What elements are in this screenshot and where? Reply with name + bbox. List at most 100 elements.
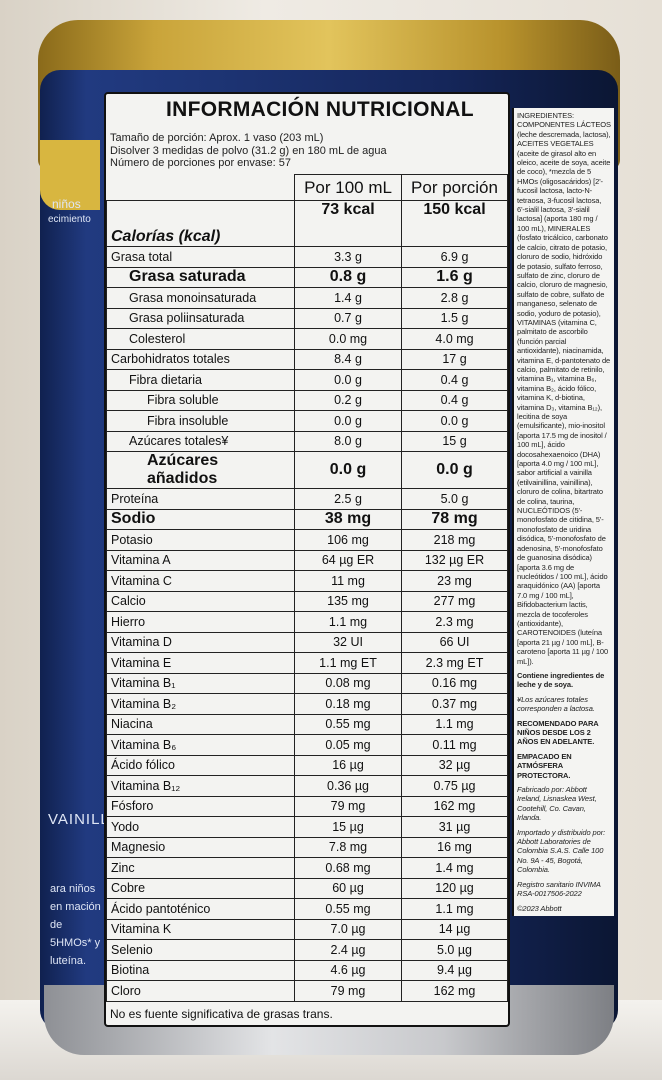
- nutrient-row: Hierro 1.1 mg 2.3 mg: [106, 611, 508, 633]
- nutrient-row: Azúcares añadidos 0.0 g 0.0 g: [106, 451, 508, 489]
- nutrient-row: Yodo 15 µg 31 µg: [106, 816, 508, 838]
- nutrient-per-100ml: 7.8 mg: [293, 836, 403, 858]
- nutrient-per-100ml: 1.1 mg ET: [293, 652, 403, 674]
- nutrient-name: Ácido pantoténico: [106, 898, 295, 920]
- nutrient-name: Vitamina A: [106, 549, 295, 571]
- copyright: ©2023 Abbott: [517, 903, 562, 913]
- nutrient-per-portion: 15 g: [401, 430, 508, 452]
- nutrient-per-portion: 78 mg: [401, 508, 508, 530]
- nutrient-name: Azúcares añadidos: [106, 451, 295, 489]
- nutrient-row: Azúcares totales¥ 8.0 g 15 g: [106, 430, 508, 452]
- nutrient-per-100ml: 135 mg: [293, 590, 403, 612]
- nutrient-name: Vitamina K: [106, 918, 295, 940]
- nutrient-per-100ml: 0.36 µg: [293, 775, 403, 797]
- nutrient-per-portion: 17 g: [401, 348, 508, 370]
- nutrient-per-portion: 31 µg: [401, 816, 508, 838]
- nutrient-name: Yodo: [106, 816, 295, 838]
- nutrient-row: Vitamina E 1.1 mg ET 2.3 mg ET: [106, 652, 508, 674]
- nutrient-per-portion: 0.4 g: [401, 369, 508, 391]
- nutrient-per-portion: 32 µg: [401, 754, 508, 776]
- nutrition-facts-panel: INFORMACIÓN NUTRICIONAL Tamaño de porció…: [104, 92, 510, 1027]
- nutrient-per-portion: 1.1 mg: [401, 713, 508, 735]
- nutrient-row: Vitamina D 32 UI 66 UI: [106, 631, 508, 653]
- nutrient-row: Potasio 106 mg 218 mg: [106, 529, 508, 551]
- nutrient-per-100ml: 2.4 µg: [293, 939, 403, 961]
- nutrient-name: Potasio: [106, 529, 295, 551]
- nutrient-row: Niacina 0.55 mg 1.1 mg: [106, 713, 508, 735]
- nutrient-row: Fósforo 79 mg 162 mg: [106, 795, 508, 817]
- recommended-age: RECOMENDADO PARA NIÑOS DESDE LOS 2 AÑOS …: [517, 718, 599, 747]
- nutrient-name: Vitamina E: [106, 652, 295, 674]
- nutrient-row: Grasa monoinsaturada 1.4 g 2.8 g: [106, 287, 508, 309]
- nutrient-name: Vitamina D: [106, 631, 295, 653]
- nutrient-per-portion: 1.5 g: [401, 307, 508, 329]
- nutrient-row: Proteína 2.5 g 5.0 g: [106, 488, 508, 510]
- ingredients-column: INGREDIENTES: COMPONENTES LÁCTEOS (leche…: [512, 108, 614, 916]
- nutrient-name: Grasa monoinsaturada: [106, 287, 295, 309]
- ingredients-text: INGREDIENTES: COMPONENTES LÁCTEOS (leche…: [517, 111, 611, 666]
- nutrient-per-portion: 0.75 µg: [401, 775, 508, 797]
- nutrient-per-100ml: 0.68 mg: [293, 857, 403, 879]
- nutrient-per-100ml: 38 mg: [293, 508, 403, 530]
- calories-row: Calorías (kcal) 73 kcal 150 kcal: [106, 200, 508, 247]
- nutrient-name: Grasa poliinsaturada: [106, 307, 295, 329]
- nutrient-per-portion: 23 mg: [401, 570, 508, 592]
- nutrient-per-100ml: 0.05 mg: [293, 734, 403, 756]
- nutrient-name: Proteína: [106, 488, 295, 510]
- nutrient-per-100ml: 3.3 g: [293, 246, 403, 268]
- side-text-top-1: niños: [52, 197, 81, 211]
- allergen-note: Contiene ingredientes de leche y de soya…: [517, 670, 605, 690]
- nutrient-per-portion: 1.1 mg: [401, 898, 508, 920]
- nutrient-row: Fibra insoluble 0.0 g 0.0 g: [106, 410, 508, 432]
- nutrient-name: Calcio: [106, 590, 295, 612]
- nutrient-per-100ml: 4.6 µg: [293, 959, 403, 981]
- nutrient-per-100ml: 0.55 mg: [293, 898, 403, 920]
- nutrient-name: Vitamina C: [106, 570, 295, 592]
- nutrient-per-100ml: 106 mg: [293, 529, 403, 551]
- nutrient-per-portion: 2.3 mg ET: [401, 652, 508, 674]
- nutrient-name: Hierro: [106, 611, 295, 633]
- nutrient-row: Vitamina K 7.0 µg 14 µg: [106, 918, 508, 940]
- nutrient-row: Selenio 2.4 µg 5.0 µg: [106, 939, 508, 961]
- nutrient-name: Niacina: [106, 713, 295, 735]
- side-text-bottom: ara niños en mación de 5HMOs* y luteína.: [50, 883, 101, 967]
- importer: Importado y distribuido por: Abbott Labo…: [517, 827, 606, 875]
- nutrient-name: Colesterol: [106, 328, 295, 350]
- nutrient-per-portion: 14 µg: [401, 918, 508, 940]
- nutrient-per-100ml: 8.4 g: [293, 348, 403, 370]
- nutrient-row: Vitamina B₁ 0.08 mg 0.16 mg: [106, 672, 508, 694]
- header-per-portion: Por porción: [401, 174, 508, 201]
- nutrient-name: Cloro: [106, 980, 295, 1002]
- dissolve-instructions: Disolver 3 medidas de polvo (31.2 g) en …: [110, 144, 387, 157]
- nutrient-row: Sodio 38 mg 78 mg: [106, 508, 508, 530]
- nutrient-row: Colesterol 0.0 mg 4.0 mg: [106, 328, 508, 350]
- nutrient-per-100ml: 0.8 g: [293, 266, 403, 288]
- nutrient-per-100ml: 79 mg: [293, 795, 403, 817]
- calories-per-100ml: 73 kcal: [293, 200, 403, 247]
- yellow-band: [40, 140, 100, 210]
- nutrient-row: Calcio 135 mg 277 mg: [106, 590, 508, 612]
- nutrient-per-portion: 0.4 g: [401, 389, 508, 411]
- manufacturer: Fabricado por: Abbott Ireland, Lisnaskea…: [517, 785, 597, 823]
- nutrient-per-portion: 132 µg ER: [401, 549, 508, 571]
- nutrient-row: Cloro 79 mg 162 mg: [106, 980, 508, 1002]
- nutrient-name: Sodio: [106, 508, 295, 530]
- nutrient-per-portion: 218 mg: [401, 529, 508, 551]
- nutrient-name: Selenio: [106, 939, 295, 961]
- calories-label: Calorías (kcal): [106, 200, 295, 247]
- nutrient-per-100ml: 60 µg: [293, 877, 403, 899]
- nutrient-per-portion: 162 mg: [401, 980, 508, 1002]
- nutrient-per-portion: 162 mg: [401, 795, 508, 817]
- nutrient-row: Cobre 60 µg 120 µg: [106, 877, 508, 899]
- nutrient-per-portion: 0.0 g: [401, 410, 508, 432]
- serving-size: Tamaño de porción: Aprox. 1 vaso (203 mL…: [110, 132, 324, 144]
- trans-fat-footnote: No es fuente significativa de grasas tra…: [110, 1007, 333, 1021]
- nutrition-title: INFORMACIÓN NUTRICIONAL: [166, 98, 474, 121]
- nutrient-per-portion: 6.9 g: [401, 246, 508, 268]
- nutrient-row: Grasa poliinsaturada 0.7 g 1.5 g: [106, 307, 508, 329]
- nutrient-name: Grasa saturada: [106, 266, 295, 288]
- nutrient-per-portion: 1.4 mg: [401, 857, 508, 879]
- calories-per-portion: 150 kcal: [401, 200, 508, 247]
- nutrient-per-100ml: 15 µg: [293, 816, 403, 838]
- nutrient-per-portion: 0.0 g: [401, 451, 508, 489]
